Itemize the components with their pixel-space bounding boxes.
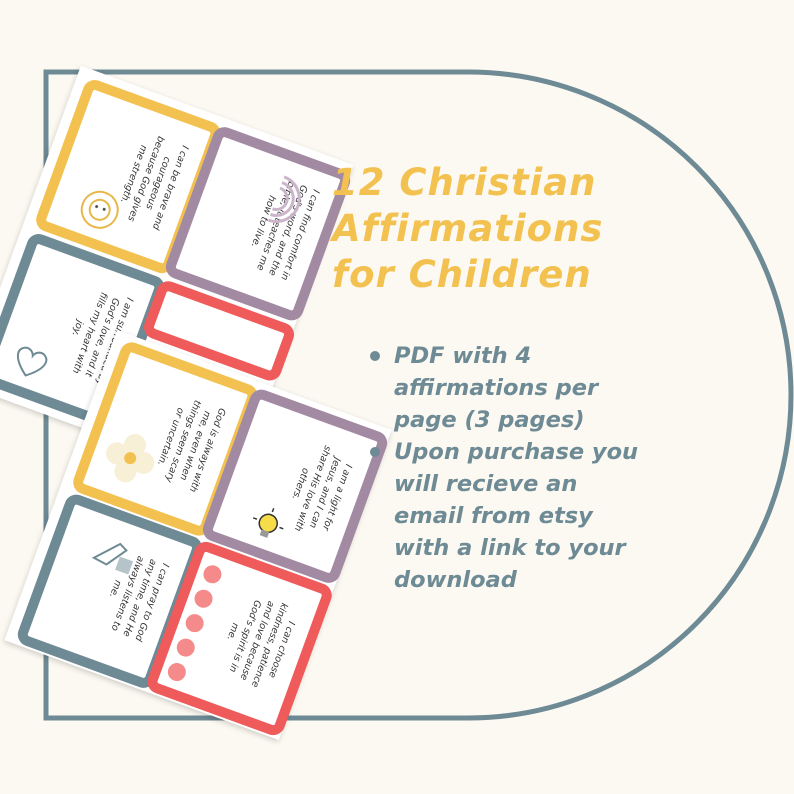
card-text: I am a light for Jesus, and I can share … — [289, 443, 354, 533]
affirmation-card-loved: I am surrounded by God's love, and it fi… — [0, 230, 168, 431]
heart-icon — [16, 346, 48, 377]
flower-icon — [106, 434, 155, 483]
feature-list: PDF with 4 affirmations per page (3 page… — [368, 340, 648, 596]
feature-text: PDF with 4 affirmations per page (3 page… — [394, 343, 599, 433]
bullet-dot-icon — [370, 351, 380, 361]
title-line-2: Affirmations — [332, 207, 604, 250]
title-line-1: 12 Christian — [332, 161, 597, 204]
affirmation-card-pray: I can pray to God any time, and He alway… — [14, 491, 206, 692]
dots-icon — [167, 565, 222, 682]
affirmation-card-brave: I can be brave and courageous because Go… — [32, 76, 224, 277]
affirmation-card-kindness: I can choose kindness, patience and love… — [144, 538, 336, 739]
printable-sheet-top: I can be brave and courageous because Go… — [0, 65, 354, 485]
card-text: I can choose kindness, patience and love… — [224, 598, 297, 689]
affirmation-card-light: I am a light for Jesus, and I can share … — [199, 386, 391, 587]
feature-item-delivery: Upon purchase you will recieve an email … — [368, 436, 648, 596]
praying-hands-icon — [91, 542, 134, 575]
card-text: I can be brave and courageous because Go… — [117, 134, 191, 232]
feature-item-pdf: PDF with 4 affirmations per page (3 page… — [368, 340, 648, 436]
affirmation-card-comfort: I can find comfort in God's word, and th… — [162, 123, 354, 324]
printable-sheet-bottom: God is always with me, even when things … — [4, 330, 392, 740]
lightbulb-icon — [252, 508, 284, 538]
rainbow-icon — [267, 175, 301, 223]
product-title: 12 Christian Affirmations for Children — [332, 160, 662, 298]
feature-text: Upon purchase you will recieve an email … — [394, 439, 639, 593]
title-line-3: for Children — [332, 253, 592, 296]
bullet-dot-icon — [370, 447, 380, 457]
lion-icon — [80, 190, 119, 229]
affirmation-card-always-with-me: God is always with me, even when things … — [69, 339, 261, 540]
